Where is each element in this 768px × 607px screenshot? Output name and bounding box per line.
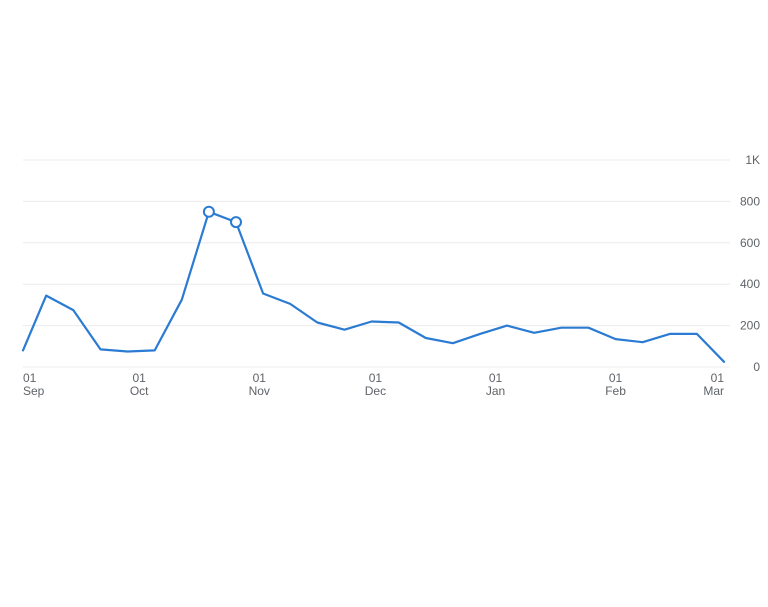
x-tick-month-label: Nov bbox=[249, 384, 270, 398]
y-tick-label: 600 bbox=[740, 236, 760, 250]
x-tick-day-label: 01 bbox=[369, 371, 383, 385]
gridlines bbox=[23, 159, 730, 368]
data-point-marker[interactable] bbox=[230, 216, 243, 229]
x-tick-month-label: Oct bbox=[130, 384, 149, 398]
y-axis: 0 200 400 600 800 1K bbox=[740, 153, 760, 374]
y-tick-label: 800 bbox=[740, 194, 760, 208]
x-tick-month-label: Jan bbox=[486, 384, 505, 398]
y-tick-label: 200 bbox=[740, 319, 760, 333]
y-tick-label: 1K bbox=[745, 153, 760, 167]
x-tick-day-label: 01 bbox=[253, 371, 267, 385]
series-line-0 bbox=[21, 210, 726, 363]
y-tick-label: 400 bbox=[740, 277, 760, 291]
highlighted-points bbox=[202, 205, 243, 229]
series-layer bbox=[21, 210, 726, 363]
x-tick-month-label: Feb bbox=[605, 384, 626, 398]
x-tick-day-label: 01 bbox=[133, 371, 147, 385]
x-tick-month-label: Sep bbox=[23, 384, 45, 398]
x-tick-day-label: 01 bbox=[489, 371, 503, 385]
x-tick-day-label: 01 bbox=[711, 371, 725, 385]
x-tick-month-label: Mar bbox=[703, 384, 724, 398]
y-tick-label: 0 bbox=[753, 360, 760, 374]
x-tick-month-label: Dec bbox=[365, 384, 386, 398]
x-tick-day-label: 01 bbox=[23, 371, 37, 385]
data-point-marker[interactable] bbox=[202, 205, 215, 218]
x-tick-day-label: 01 bbox=[609, 371, 623, 385]
